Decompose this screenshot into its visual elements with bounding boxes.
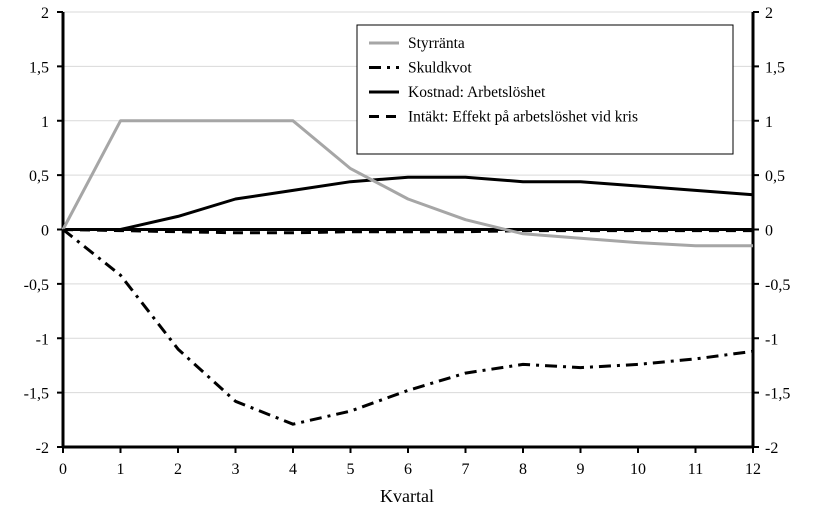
series-line-2 bbox=[63, 175, 754, 231]
x-tick-label: 1 bbox=[117, 461, 125, 478]
y-tick-label-right: 0 bbox=[765, 223, 773, 240]
y-tick-label-left: 0 bbox=[41, 223, 49, 240]
y-tick-label-right: 0,5 bbox=[765, 168, 785, 185]
y-tick-label-left: -1,5 bbox=[24, 386, 49, 403]
series-line-0 bbox=[61, 119, 753, 248]
x-tick-label: 4 bbox=[289, 461, 297, 478]
y-tick-label-left: 0,5 bbox=[29, 168, 49, 185]
legend-label: Kostnad: Arbetslöshet bbox=[408, 84, 546, 101]
y-tick-label-left: 1,5 bbox=[29, 59, 49, 76]
x-tick-label: 5 bbox=[347, 461, 355, 478]
legend-label: Intäkt: Effekt på arbetslöshet vid kris bbox=[408, 109, 638, 126]
x-tick-label: 3 bbox=[232, 461, 240, 478]
y-tick-label-left: -1 bbox=[36, 331, 49, 348]
y-tick-label-right: -2 bbox=[765, 440, 778, 457]
x-tick-label: 12 bbox=[745, 461, 761, 478]
x-tick-label: 0 bbox=[59, 461, 67, 478]
x-tick-label: 2 bbox=[174, 461, 182, 478]
x-tick-label: 10 bbox=[630, 461, 646, 478]
y-tick-label-left: 2 bbox=[41, 5, 49, 22]
x-tick-label: 7 bbox=[462, 461, 470, 478]
y-tick-label-left: -2 bbox=[36, 440, 49, 457]
legend-label: Styrränta bbox=[408, 35, 465, 52]
y-tick-label-left: 1 bbox=[41, 114, 49, 131]
y-tick-label-right: 1 bbox=[765, 114, 773, 131]
axes: 2 21,5 1,51 10,5 0,50 0-0,5 -0,5-1 -1-1,5 -1,5-2… bbox=[24, 5, 791, 478]
y-tick-label-right: -0,5 bbox=[765, 277, 790, 294]
legend: Styrränta Skuldkvot Kostnad: Arbetslöshet I… bbox=[356, 24, 734, 155]
y-tick-label-right: -1 bbox=[765, 331, 778, 348]
y-tick-label-right: -1,5 bbox=[765, 386, 790, 403]
y-tick-label-left: -0,5 bbox=[24, 277, 49, 294]
y-tick-label-right: 2 bbox=[765, 5, 773, 22]
x-tick-label: 8 bbox=[519, 461, 527, 478]
x-tick-label: 9 bbox=[577, 461, 585, 478]
legend-label: Skuldkvot bbox=[408, 60, 472, 77]
x-tick-label: 11 bbox=[688, 461, 703, 478]
series-line-3 bbox=[62, 228, 753, 235]
legend-box bbox=[356, 24, 734, 155]
series-line-1 bbox=[62, 228, 754, 426]
series-lines bbox=[61, 119, 754, 426]
y-tick-label-right: 1,5 bbox=[765, 59, 785, 76]
x-axis-label: Kvartal bbox=[380, 486, 434, 506]
x-tick-label: 6 bbox=[404, 461, 412, 478]
